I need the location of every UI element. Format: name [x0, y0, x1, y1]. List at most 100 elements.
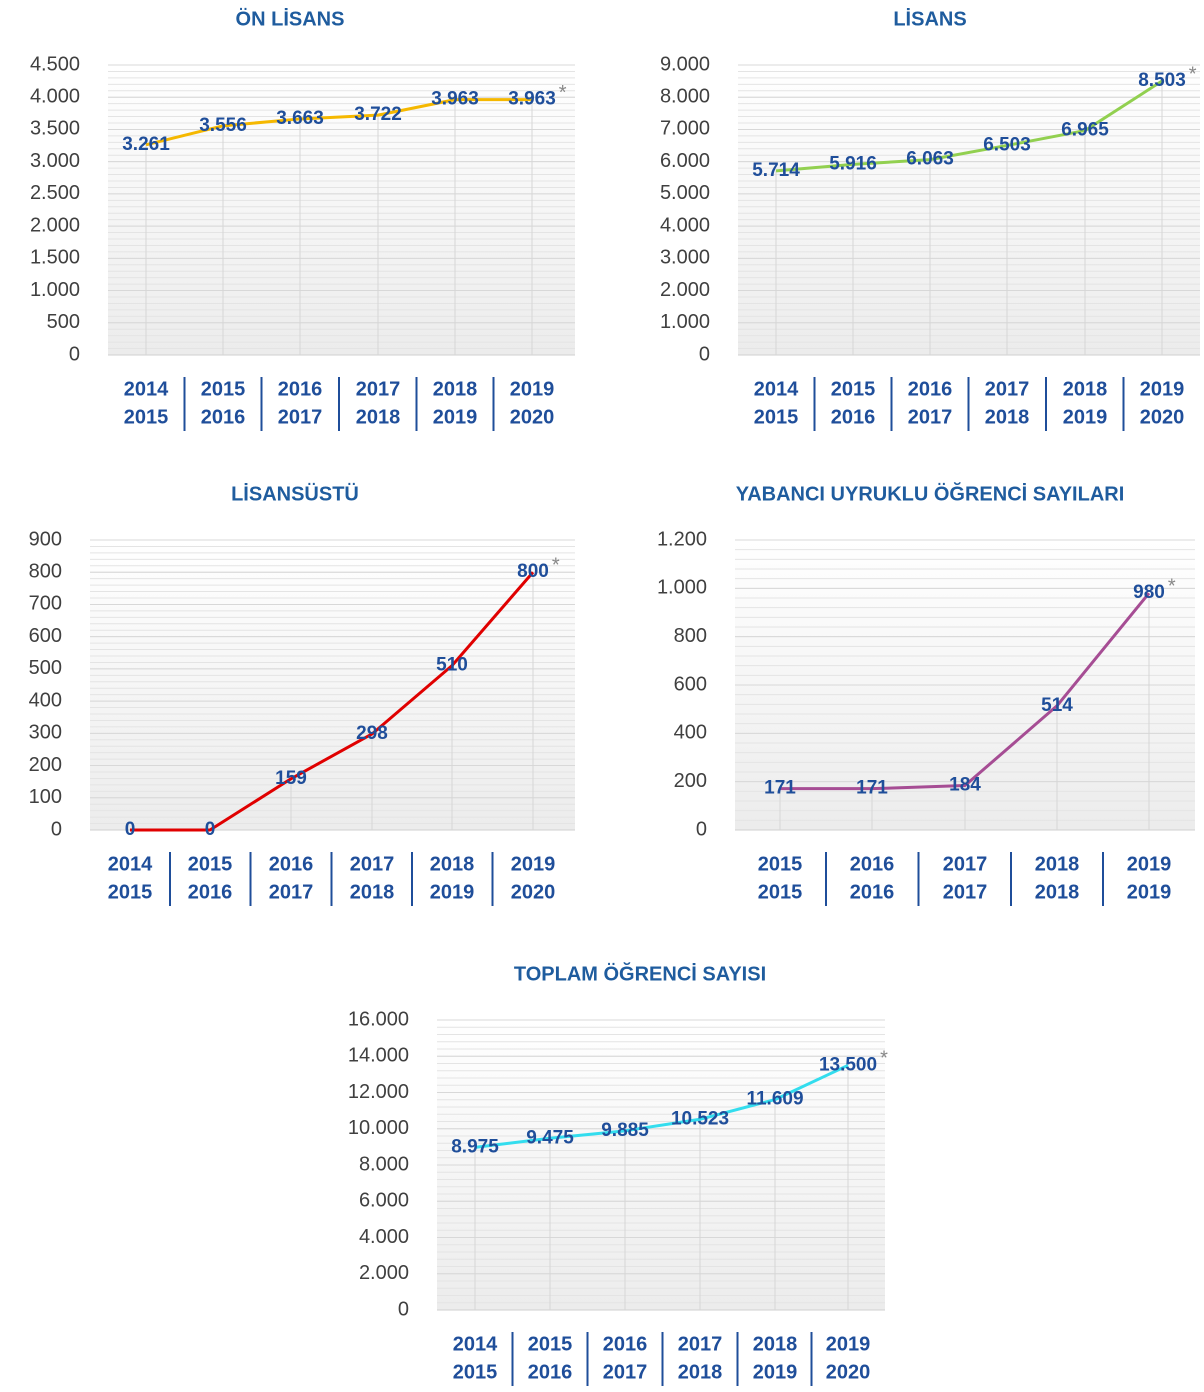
- x-tick-label: 2016: [201, 406, 246, 428]
- chart: TOPLAM ÖĞRENCİ SAYISI 0 2.000 4.000 6.000 8.0…: [348, 961, 888, 1386]
- y-tick-label: 2.000: [359, 1262, 409, 1284]
- x-tick-label: 2019: [753, 1361, 798, 1383]
- x-tick-label: 2016: [831, 406, 876, 428]
- y-tick-label: 8.000: [660, 86, 710, 108]
- series-line: [130, 571, 535, 832]
- x-tick-label: 2016: [528, 1361, 573, 1383]
- data-label: 9.475: [526, 1127, 574, 1148]
- x-tick-label: 2018: [433, 378, 478, 400]
- y-tick-label: 0: [398, 1298, 409, 1320]
- y-tick-label: 0: [696, 818, 707, 840]
- x-tick-label: 2017: [943, 881, 988, 903]
- y-tick-label: 3.500: [30, 118, 80, 140]
- x-tick-label: 2017: [943, 853, 988, 875]
- y-tick-label: 800: [674, 625, 707, 647]
- series-line: [474, 1063, 849, 1149]
- x-tick-label: 2015: [188, 853, 233, 875]
- x-tick-label: 2019: [1063, 406, 1108, 428]
- y-tick-label: 7.000: [660, 118, 710, 140]
- data-label: 13.500: [819, 1054, 877, 1075]
- y-tick-label: 400: [674, 722, 707, 744]
- y-tick-label: 900: [29, 528, 62, 550]
- data-label: 11.609: [746, 1089, 803, 1110]
- x-tick-label: 2020: [826, 1361, 871, 1383]
- y-tick-label: 16.000: [348, 1008, 409, 1030]
- x-tick-label: 2019: [1127, 881, 1172, 903]
- y-tick-label: 5.000: [660, 182, 710, 204]
- x-tick-label: 2015: [831, 378, 876, 400]
- x-tick-label: 2016: [269, 853, 314, 875]
- x-tick-label: 2018: [753, 1333, 798, 1355]
- data-label: 6.503: [983, 134, 1031, 155]
- data-label: 510: [436, 655, 468, 676]
- series-line: [780, 592, 1151, 791]
- data-label: 10.523: [671, 1108, 729, 1129]
- x-tick-label: 2014: [124, 378, 169, 400]
- series-line: [775, 79, 1163, 173]
- x-tick-label: 2018: [1035, 853, 1080, 875]
- y-tick-label: 600: [29, 625, 62, 647]
- data-label: 3.663: [276, 108, 324, 129]
- y-tick-label: 2.000: [660, 279, 710, 301]
- plot-area: [108, 65, 575, 355]
- y-tick-label: 800: [29, 561, 62, 583]
- x-tick-label: 2020: [510, 406, 555, 428]
- x-tick-label: 2019: [510, 378, 555, 400]
- x-tick-label: 2017: [356, 378, 401, 400]
- y-tick-label: 6.000: [359, 1190, 409, 1212]
- y-tick-label: 2.500: [30, 182, 80, 204]
- plot-area: [738, 65, 1200, 355]
- data-label: 159: [275, 768, 307, 789]
- chart-title: ÖN LİSANS: [236, 7, 345, 30]
- y-tick-label: 1.000: [660, 311, 710, 333]
- y-tick-label: 6.000: [660, 150, 710, 172]
- y-tick-label: 700: [29, 593, 62, 615]
- x-tick-label: 2015: [201, 378, 246, 400]
- y-tick-label: 4.000: [359, 1226, 409, 1248]
- y-tick-label: 2.000: [30, 214, 80, 236]
- x-tick-label: 2018: [678, 1361, 723, 1383]
- x-tick-label: 2015: [528, 1333, 573, 1355]
- chart: YABANCI UYRUKLU ÖĞRENCİ SAYILARI 0 200 400 6…: [657, 481, 1195, 906]
- y-tick-label: 4.000: [660, 214, 710, 236]
- chart: LİSANSÜSTÜ 0 100 200 300 400 500 600 700 800 900 20…: [29, 482, 575, 906]
- data-label: 9.885: [601, 1120, 649, 1141]
- x-tick-label: 2019: [1127, 853, 1172, 875]
- data-label: 5.916: [829, 153, 877, 174]
- chart-title: LİSANSÜSTÜ: [231, 482, 359, 505]
- data-label: 8.503: [1138, 70, 1186, 91]
- y-tick-label: 1.000: [30, 279, 80, 301]
- annotation: *: [559, 82, 567, 104]
- data-label: 6.965: [1061, 120, 1109, 141]
- x-tick-label: 2016: [188, 881, 233, 903]
- y-tick-label: 1.500: [30, 247, 80, 269]
- x-tick-label: 2019: [433, 406, 478, 428]
- annotation: *: [1168, 575, 1176, 597]
- chart-title: LİSANS: [893, 7, 966, 30]
- data-label: 171: [856, 778, 888, 799]
- y-tick-label: 200: [29, 754, 62, 776]
- data-label: 3.963: [431, 89, 479, 110]
- x-tick-label: 2016: [908, 378, 953, 400]
- y-tick-label: 600: [674, 673, 707, 695]
- y-tick-label: 0: [69, 343, 80, 365]
- x-tick-label: 2015: [453, 1361, 498, 1383]
- annotation: *: [880, 1048, 888, 1070]
- x-tick-label: 2014: [108, 853, 153, 875]
- x-tick-label: 2016: [850, 853, 895, 875]
- y-tick-label: 1.200: [657, 528, 707, 550]
- x-tick-label: 2020: [1140, 406, 1185, 428]
- x-tick-label: 2016: [603, 1333, 648, 1355]
- data-label: 3.963: [508, 89, 556, 110]
- x-tick-label: 2019: [511, 853, 556, 875]
- x-tick-label: 2018: [350, 881, 395, 903]
- data-label: 0: [205, 819, 216, 840]
- y-tick-label: 12.000: [348, 1081, 409, 1103]
- x-tick-label: 2019: [430, 881, 475, 903]
- x-tick-label: 2014: [453, 1333, 498, 1355]
- data-label: 3.556: [199, 115, 247, 136]
- data-label: 800: [517, 561, 549, 582]
- chart: ÖN LİSANS 0 500 1.000 1.500 2.000 2.500 3.000 3.…: [30, 7, 575, 431]
- x-tick-label: 2018: [430, 853, 475, 875]
